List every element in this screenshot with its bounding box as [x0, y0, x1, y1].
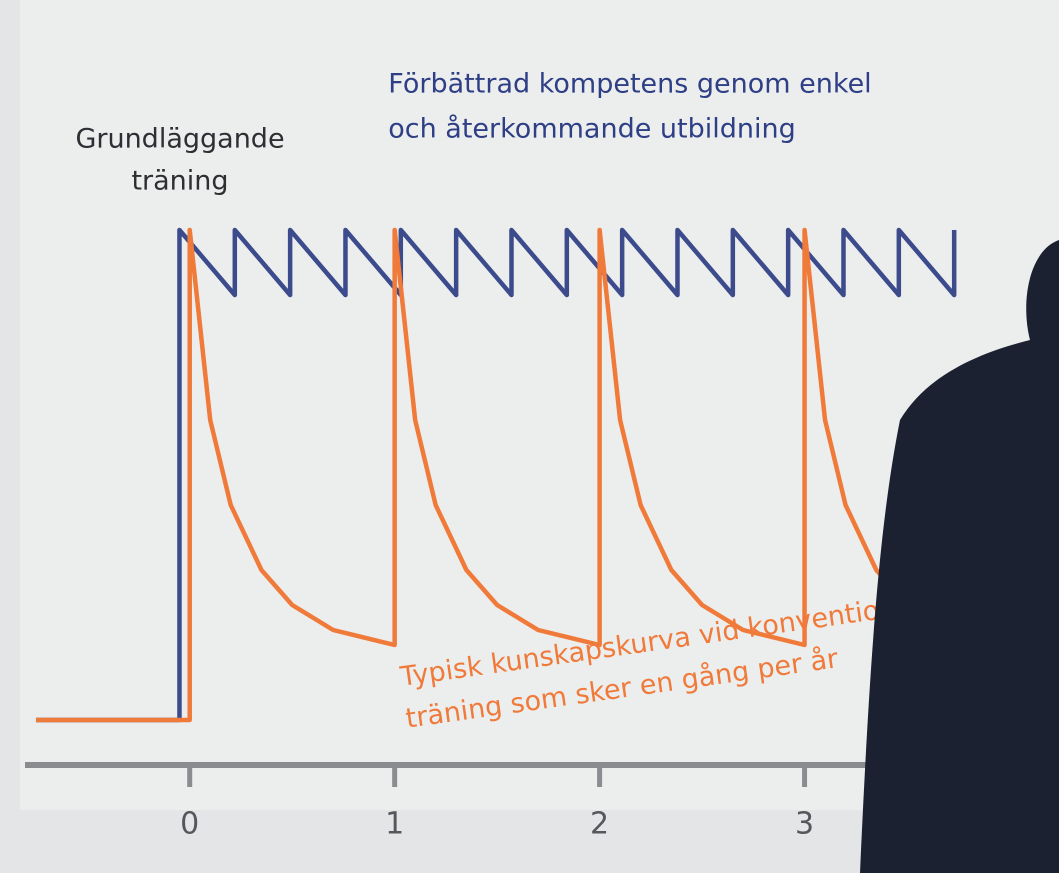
series-line [36, 227, 957, 723]
annotation: och återkommande utbildning [388, 114, 796, 145]
x-tick-label: 0 [180, 807, 199, 842]
x-tick-label: 2 [590, 807, 609, 842]
series-line [36, 227, 909, 723]
person-silhouette [860, 240, 1059, 873]
x-tick-label: 3 [795, 807, 814, 842]
annotation: träning [131, 166, 228, 197]
annotation: Grundläggande [75, 124, 284, 155]
annotation: Förbättrad kompetens genom enkel [388, 69, 871, 100]
x-tick-label: 1 [385, 807, 404, 842]
